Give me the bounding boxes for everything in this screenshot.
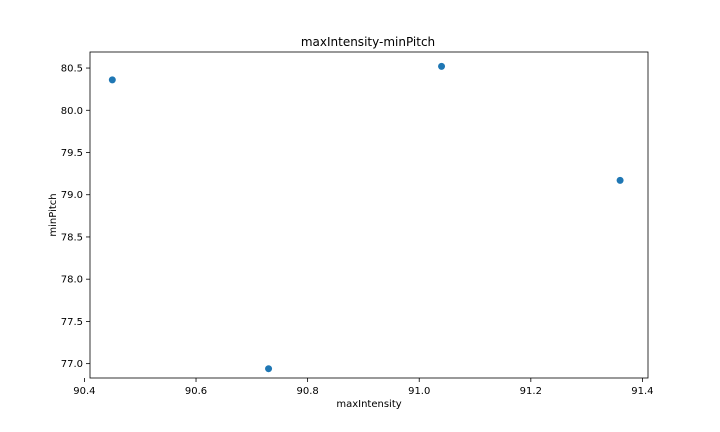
x-tick-label: 90.4 (73, 386, 95, 397)
data-points (108, 62, 624, 373)
y-tick-label: 80.5 (61, 64, 83, 75)
y-tick-label: 80.0 (61, 106, 83, 117)
y-tick-label: 77.5 (61, 317, 83, 328)
data-point (108, 76, 116, 84)
x-tick-label: 90.8 (296, 386, 318, 397)
x-axis-label: maxIntensity (336, 399, 401, 410)
y-tick-label: 78.0 (61, 275, 83, 286)
y-axis: 77.0 77.5 78.0 78.5 79.0 79.5 80.0 80.5 (61, 64, 90, 370)
data-point (438, 62, 446, 70)
x-axis: 90.4 90.6 90.8 91.0 91.2 91.4 (73, 378, 654, 397)
x-tick-label: 91.4 (631, 386, 653, 397)
data-point (616, 176, 624, 184)
y-tick-label: 78.5 (61, 232, 83, 243)
plot-area (89, 51, 649, 379)
chart-title: maxIntensity-minPitch (301, 35, 435, 49)
x-tick-label: 91.2 (520, 386, 542, 397)
y-tick-label: 79.5 (61, 148, 83, 159)
y-axis-label: minPitch (48, 193, 59, 236)
y-tick-label: 77.0 (61, 359, 83, 370)
x-tick-label: 90.6 (185, 386, 207, 397)
y-tick-label: 79.0 (61, 190, 83, 201)
x-tick-label: 91.0 (408, 386, 430, 397)
data-point (265, 365, 273, 373)
